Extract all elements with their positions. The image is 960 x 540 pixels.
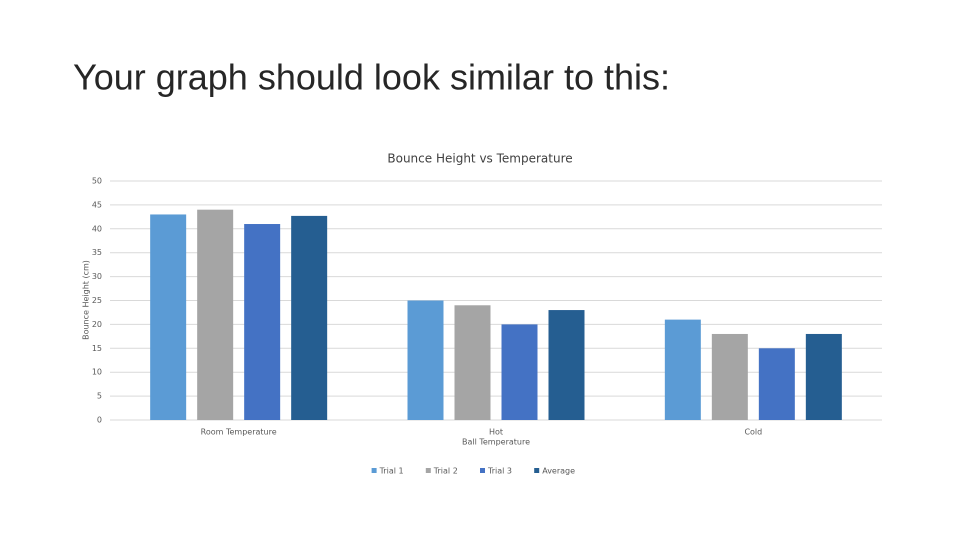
bar <box>548 310 585 420</box>
legend-label: Trial 1 <box>379 467 404 476</box>
y-tick-label: 45 <box>92 200 102 209</box>
legend-swatch <box>371 468 377 473</box>
y-tick-label: 50 <box>92 177 102 186</box>
y-tick-label: 15 <box>92 344 102 353</box>
legend-swatch <box>425 468 431 473</box>
bar <box>244 224 281 420</box>
bar <box>407 300 444 420</box>
x-tick-label: Cold <box>744 428 762 437</box>
y-axis-label: Bounce Height (cm) <box>82 260 91 340</box>
x-tick-label: Hot <box>489 428 503 437</box>
chart-title: Bounce Height vs Temperature <box>387 152 572 166</box>
bar <box>711 333 748 420</box>
y-tick-label: 0 <box>97 416 102 425</box>
x-tick-label: Room Temperature <box>201 428 277 437</box>
legend-label: Average <box>542 467 575 476</box>
bar <box>758 348 795 420</box>
bar <box>664 319 701 420</box>
y-tick-label: 5 <box>97 392 102 401</box>
y-tick-label: 40 <box>92 224 102 233</box>
y-tick-label: 20 <box>92 320 102 329</box>
bar <box>291 215 328 420</box>
bar <box>197 209 234 420</box>
legend-label: Trial 2 <box>433 467 458 476</box>
y-tick-label: 35 <box>92 248 102 257</box>
legend-label: Trial 3 <box>487 467 512 476</box>
bar <box>805 333 842 420</box>
bar <box>150 214 187 420</box>
x-axis-label: Ball Temperature <box>462 438 530 447</box>
legend-swatch <box>480 468 485 473</box>
y-tick-label: 30 <box>92 272 102 281</box>
slide-title: Your graph should look similar to this: <box>73 57 670 98</box>
y-tick-label: 10 <box>92 368 102 377</box>
bar <box>454 305 491 420</box>
legend-swatch <box>534 468 540 473</box>
y-tick-label: 25 <box>92 296 102 305</box>
bar <box>501 324 538 420</box>
